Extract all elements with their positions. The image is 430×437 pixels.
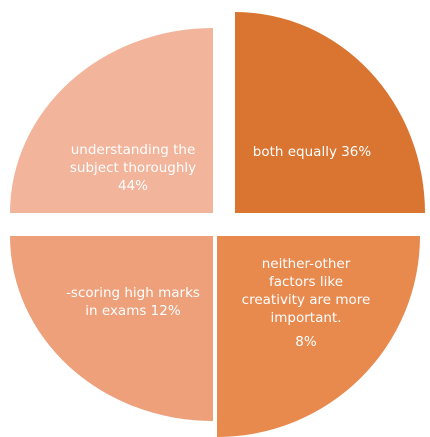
- quadrant-label: neither-other: [262, 256, 351, 272]
- quadrant-label: -scoring high marks: [66, 285, 200, 301]
- quadrant-label: both equally 36%: [253, 144, 372, 160]
- quadrant-label: in exams 12%: [85, 303, 181, 319]
- labels: understanding the subject thoroughly 44% bo…: [66, 142, 371, 350]
- quadrant-label: subject thoroughly: [70, 160, 196, 176]
- quadrant-top-right: [235, 12, 425, 213]
- quadrant-label: creativity are more: [242, 292, 371, 308]
- quadrant-label: 8%: [295, 334, 317, 350]
- quadrant-label: understanding the: [71, 142, 196, 158]
- quadrant-bottom-left: [10, 236, 213, 421]
- quadrant-label: 44%: [118, 178, 148, 194]
- quadrant-label: factors like: [269, 274, 343, 290]
- quadrant-label: important.: [271, 310, 342, 326]
- quadrant-top-left: [10, 28, 213, 213]
- quadrant-bottom-right: [217, 236, 420, 437]
